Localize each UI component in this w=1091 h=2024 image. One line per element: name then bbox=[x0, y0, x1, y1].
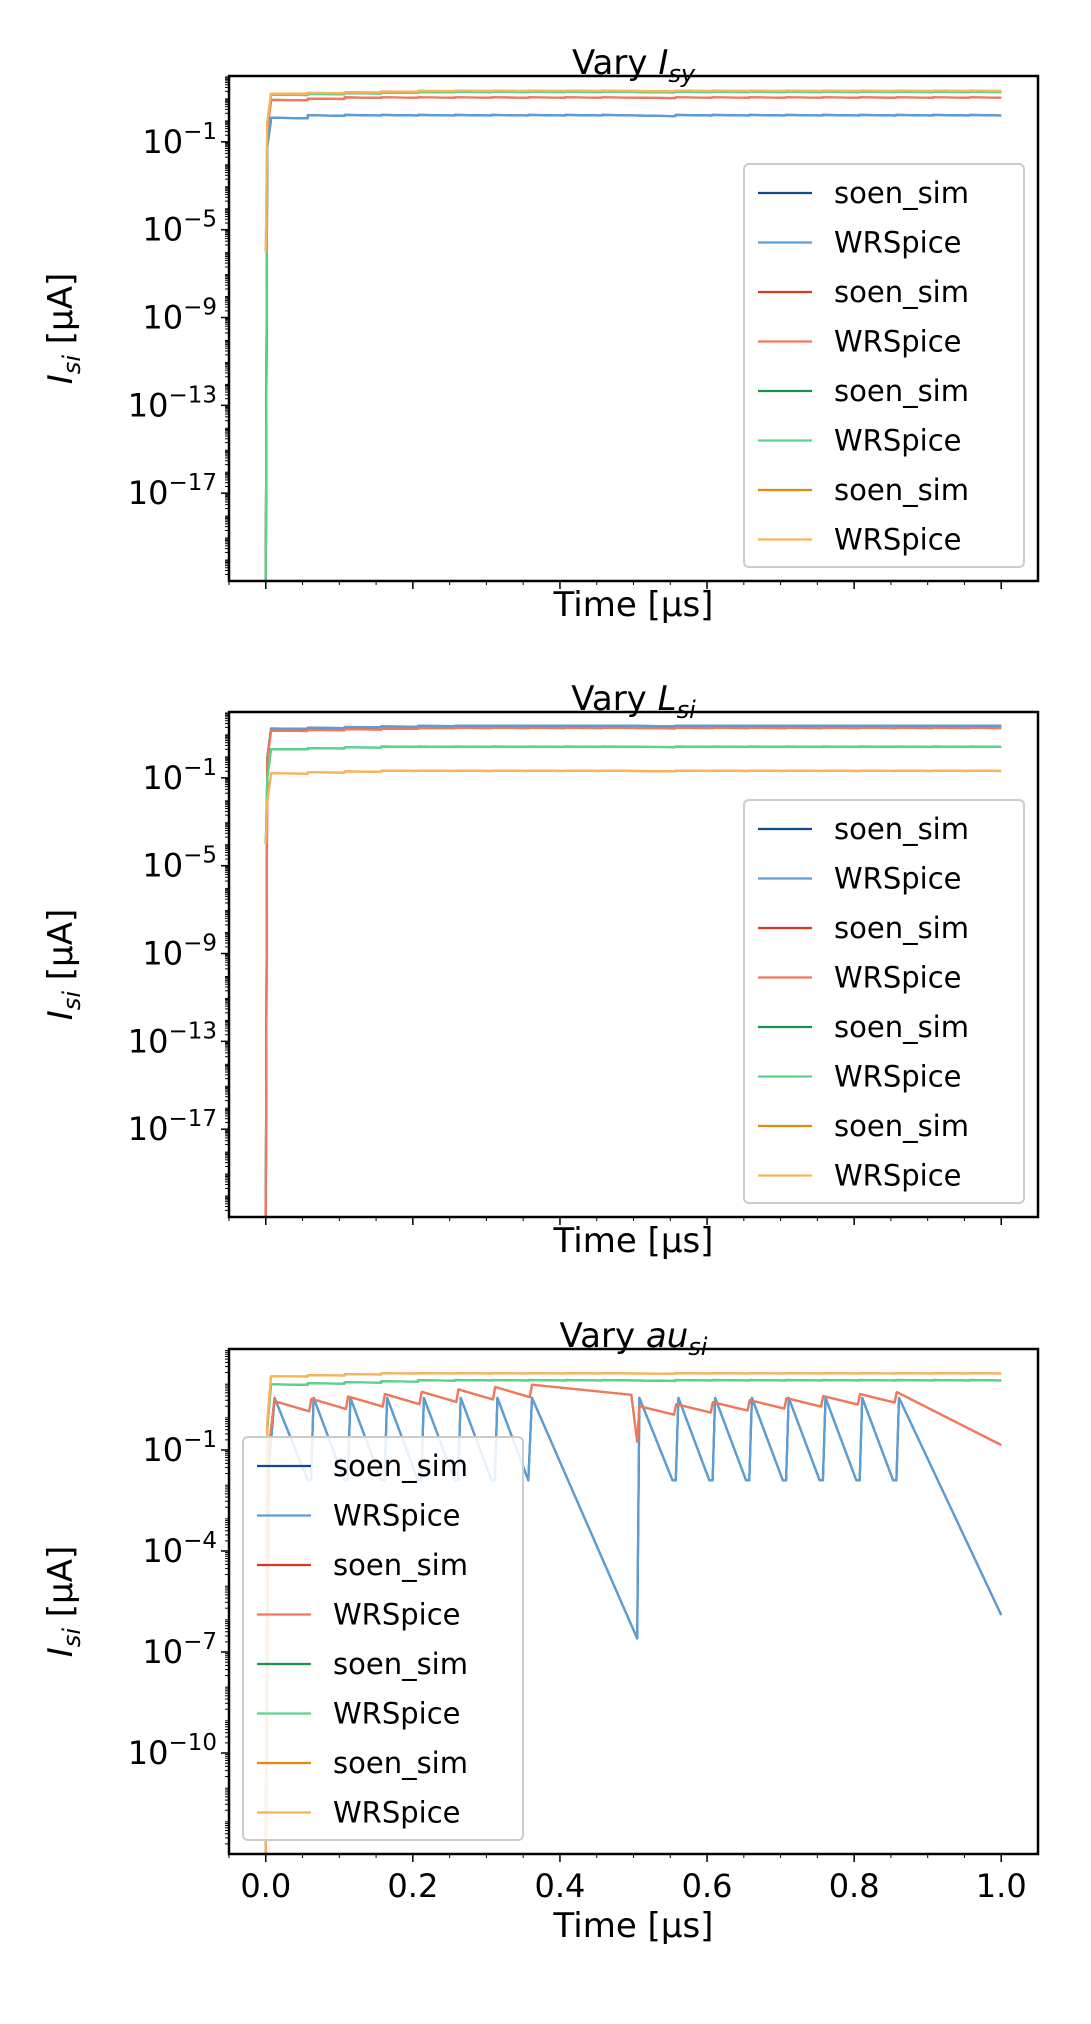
legend-box bbox=[743, 799, 1025, 1204]
series-group bbox=[264, 724, 1002, 1217]
chart-title: Vary Lsi bbox=[571, 679, 696, 724]
x-axis-label: Time [μs] bbox=[553, 585, 714, 625]
legend-entry-label: WRSpice bbox=[333, 1697, 460, 1731]
x-tick-label: 0.0 bbox=[240, 1867, 291, 1905]
legend-entry-label: soen_sim bbox=[333, 1746, 468, 1780]
chart-title: Vary Isy bbox=[572, 43, 696, 88]
x-tick-label: 1.0 bbox=[976, 1867, 1027, 1905]
legend: soen_sim WRSpice soen_sim WRSpice soen_sim WR… bbox=[743, 163, 1025, 568]
legend-entry-label: soen_sim bbox=[333, 1548, 468, 1582]
legend-entry-label: WRSpice bbox=[834, 1159, 961, 1193]
legend-entry-label: WRSpice bbox=[834, 424, 961, 458]
x-tick-label: 0.2 bbox=[387, 1867, 438, 1905]
legend-entry-label: soen_sim bbox=[834, 176, 969, 210]
y-tick-label: 10−1 bbox=[142, 755, 217, 797]
y-tick-label: 10−4 bbox=[142, 1528, 217, 1570]
y-tick-label: 10−9 bbox=[142, 931, 217, 973]
plot-frame bbox=[227, 710, 1040, 1219]
legend-entry-label: WRSpice bbox=[834, 325, 961, 359]
legend-entry-label: WRSpice bbox=[834, 961, 961, 995]
y-tick-label: 10−7 bbox=[142, 1629, 217, 1671]
legend: soen_sim WRSpice soen_sim WRSpice soen_sim WR… bbox=[242, 1436, 524, 1841]
legend-entry-label: WRSpice bbox=[834, 523, 961, 557]
x-tick-label: 0.8 bbox=[829, 1867, 880, 1905]
legend-entry-label: soen_sim bbox=[834, 374, 969, 408]
series-line-6 bbox=[264, 1378, 1002, 1854]
series-line-4 bbox=[264, 96, 1002, 581]
y-axis-label: Isi [μA] bbox=[41, 1546, 86, 1657]
legend-entry-label: WRSpice bbox=[333, 1796, 460, 1830]
series-line-4 bbox=[264, 726, 1002, 1217]
series-line-2 bbox=[264, 113, 1002, 581]
legend: soen_sim WRSpice soen_sim WRSpice soen_sim WR… bbox=[743, 799, 1025, 1204]
plot-frame bbox=[227, 1347, 1040, 1856]
y-tick-label: 10−13 bbox=[128, 1018, 217, 1060]
series-line-2 bbox=[264, 1396, 1003, 1854]
y-axis-label: Isi [μA] bbox=[41, 273, 86, 384]
y-tick-label: 10−5 bbox=[142, 843, 217, 885]
chart-title: Vary ausi bbox=[560, 1316, 708, 1361]
series-line-8 bbox=[264, 1372, 1002, 1854]
legend-entry-label: soen_sim bbox=[333, 1647, 468, 1681]
legend-entry-label: WRSpice bbox=[333, 1598, 460, 1632]
legend-entry-label: soen_sim bbox=[834, 275, 969, 309]
legend-entry-label: soen_sim bbox=[333, 1449, 468, 1483]
x-tick-label: 0.6 bbox=[682, 1867, 733, 1905]
legend-entry-label: soen_sim bbox=[834, 1109, 969, 1143]
legend-box bbox=[743, 163, 1025, 568]
y-tick-label: 10−17 bbox=[128, 470, 217, 512]
x-tick-label: 0.4 bbox=[535, 1867, 586, 1905]
legend-entry-label: soen_sim bbox=[834, 1010, 969, 1044]
legend-entry-label: soen_sim bbox=[834, 473, 969, 507]
legend-entry-label: WRSpice bbox=[834, 226, 961, 260]
legend-entry-label: soen_sim bbox=[834, 812, 969, 846]
series-line-8 bbox=[264, 769, 1002, 844]
y-tick-label: 10−13 bbox=[128, 382, 217, 424]
series-line-2 bbox=[264, 724, 1002, 1217]
series-line-8 bbox=[264, 89, 1002, 252]
legend-entry-label: WRSpice bbox=[834, 862, 961, 896]
panel-3: 10−1 10−4 10−7 10−10 0.0 0.2 0.4 0.6 0.8 1.0 Vary … bbox=[41, 1316, 1040, 1946]
series-line-4 bbox=[264, 1383, 1002, 1854]
plot-frame bbox=[227, 74, 1040, 583]
legend-entry-label: soen_sim bbox=[834, 911, 969, 945]
legend-entry-label: WRSpice bbox=[834, 1060, 961, 1094]
y-axis-label: Isi [μA] bbox=[41, 909, 86, 1020]
series-group bbox=[264, 89, 1002, 581]
y-tick-label: 10−9 bbox=[142, 295, 217, 337]
y-tick-label: 10−10 bbox=[128, 1730, 217, 1772]
y-tick-label: 10−5 bbox=[142, 207, 217, 249]
y-tick-label: 10−1 bbox=[142, 1427, 217, 1469]
series-group bbox=[264, 1372, 1003, 1854]
legend-entry-label: WRSpice bbox=[333, 1499, 460, 1533]
legend-box bbox=[242, 1436, 524, 1841]
x-axis-label: Time [μs] bbox=[553, 1221, 714, 1261]
panel-1: 10−1 10−5 10−9 10−13 10−17 Vary Isy Time [μs] I… bbox=[41, 43, 1040, 625]
x-axis-label: Time [μs] bbox=[553, 1906, 714, 1946]
panel-2: 10−1 10−5 10−9 10−13 10−17 Vary Lsi Time [μs] I… bbox=[41, 679, 1040, 1261]
y-tick-label: 10−17 bbox=[128, 1106, 217, 1148]
series-line-6 bbox=[264, 745, 1002, 844]
y-tick-label: 10−1 bbox=[142, 119, 217, 161]
